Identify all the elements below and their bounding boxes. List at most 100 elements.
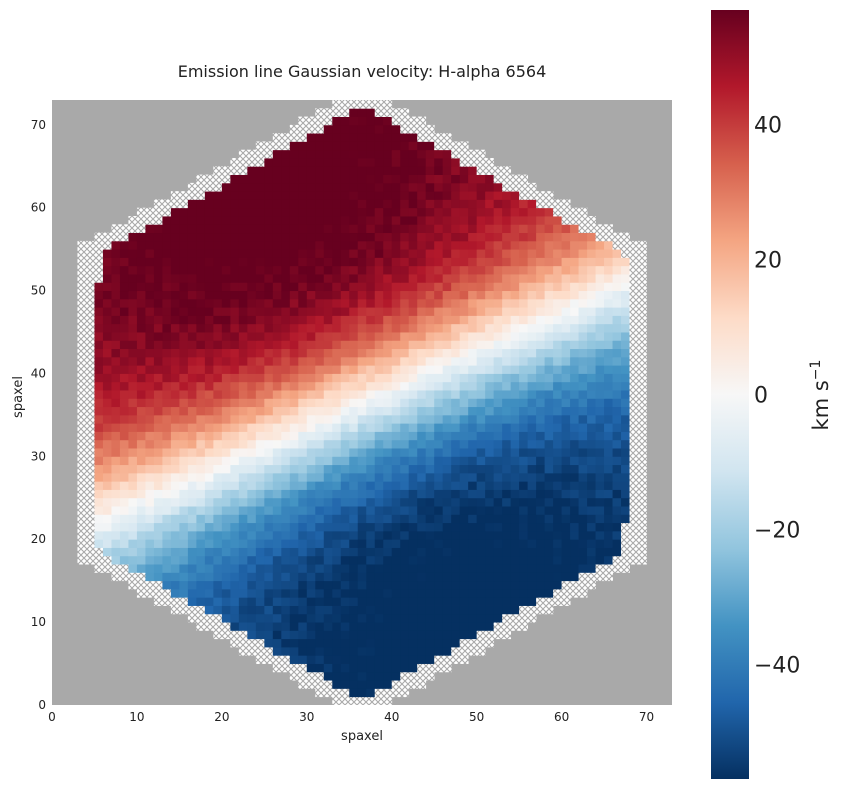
heatmap-cell [383, 149, 393, 159]
heatmap-cell [485, 423, 495, 432]
heatmap-cell [264, 638, 274, 648]
heatmap-cell [179, 257, 189, 267]
heatmap-cell [179, 406, 189, 416]
heatmap-cell [162, 597, 172, 606]
heatmap-cell [332, 423, 342, 432]
heatmap-cell [400, 265, 410, 275]
heatmap-cell [272, 207, 282, 217]
heatmap-cell [323, 638, 333, 648]
heatmap-cell [315, 622, 325, 631]
heatmap-cell [451, 298, 461, 308]
heatmap-cell [179, 547, 189, 557]
heatmap-cell [332, 390, 342, 399]
heatmap-cell [196, 448, 206, 457]
heatmap-cell [434, 506, 444, 515]
heatmap-cell [476, 555, 486, 565]
heatmap-cell [289, 588, 299, 598]
heatmap-cell [332, 489, 342, 499]
heatmap-cell [119, 472, 129, 482]
heatmap-cell [213, 506, 223, 515]
heatmap-cell [315, 655, 325, 664]
heatmap-cell [561, 555, 571, 565]
heatmap-cell [119, 456, 129, 466]
heatmap-cell [629, 481, 639, 490]
heatmap-cell [204, 489, 214, 499]
heatmap-cell [323, 489, 333, 499]
heatmap-cell [383, 456, 393, 466]
heatmap-cell [119, 398, 129, 408]
heatmap-cell [493, 323, 503, 333]
heatmap-cell [374, 439, 384, 449]
heatmap-cell [213, 539, 223, 548]
heatmap-cell [221, 580, 231, 590]
heatmap-cell [289, 257, 299, 267]
heatmap-cell [349, 323, 359, 333]
heatmap-cell [459, 439, 469, 449]
heatmap-cell [621, 298, 630, 308]
colorbar-tick-label: 20 [754, 249, 782, 274]
heatmap-cell [323, 365, 333, 374]
heatmap-cell [459, 166, 469, 175]
heatmap-cell [519, 298, 529, 308]
heatmap-cell [306, 497, 316, 507]
heatmap-cell [638, 464, 647, 474]
heatmap-cell [476, 290, 486, 300]
heatmap-cell [400, 655, 410, 664]
heatmap-cell [272, 365, 282, 374]
heatmap-cell [434, 158, 444, 167]
heatmap-cell [128, 506, 138, 515]
heatmap-cell [128, 274, 138, 283]
heatmap-cell [204, 282, 214, 292]
heatmap-cell [349, 522, 359, 532]
heatmap-cell [519, 282, 529, 292]
heatmap-cell [570, 365, 579, 374]
heatmap-cell [502, 448, 512, 457]
heatmap-cell [502, 398, 512, 408]
heatmap-cell [94, 456, 104, 466]
heatmap-cell [85, 406, 95, 416]
heatmap-cell [400, 423, 410, 432]
heatmap-cell [196, 323, 206, 333]
heatmap-cell [289, 174, 299, 184]
heatmap-cell [187, 522, 197, 532]
heatmap-cell [238, 464, 248, 474]
heatmap-cell [459, 373, 469, 383]
heatmap-cell [281, 191, 291, 200]
heatmap-cell [629, 274, 639, 283]
heatmap-cell [136, 398, 146, 408]
heatmap-cell [264, 406, 274, 416]
heatmap-cell [204, 174, 214, 184]
heatmap-cell [485, 182, 495, 192]
heatmap-cell [255, 232, 265, 242]
heatmap-cell [204, 514, 214, 524]
heatmap-cell [179, 240, 189, 250]
heatmap-cell [349, 414, 359, 424]
heatmap-cell [153, 572, 163, 582]
heatmap-cell [468, 514, 478, 524]
heatmap-cell [578, 307, 588, 316]
heatmap-cell [570, 456, 579, 466]
heatmap-cell [77, 472, 87, 482]
heatmap-cell [527, 456, 537, 466]
heatmap-cell [519, 290, 529, 300]
heatmap-cell [374, 406, 384, 416]
heatmap-cell [570, 472, 579, 482]
heatmap-cell [306, 555, 316, 565]
heatmap-cell [289, 630, 299, 640]
heatmap-cell [170, 530, 180, 540]
heatmap-cell [527, 282, 537, 292]
heatmap-cell [264, 282, 274, 292]
heatmap-cell [298, 522, 308, 532]
heatmap-cell [119, 315, 129, 325]
heatmap-cell [136, 472, 146, 482]
heatmap-cell [493, 613, 503, 623]
heatmap-cell [247, 605, 257, 615]
heatmap-cell [374, 282, 384, 292]
heatmap-cell [408, 381, 418, 391]
heatmap-cell [374, 240, 384, 250]
heatmap-cell [119, 340, 129, 350]
heatmap-cell [510, 182, 520, 192]
heatmap-cell [561, 356, 571, 366]
heatmap-cell [374, 340, 384, 350]
heatmap-cell [238, 597, 248, 606]
